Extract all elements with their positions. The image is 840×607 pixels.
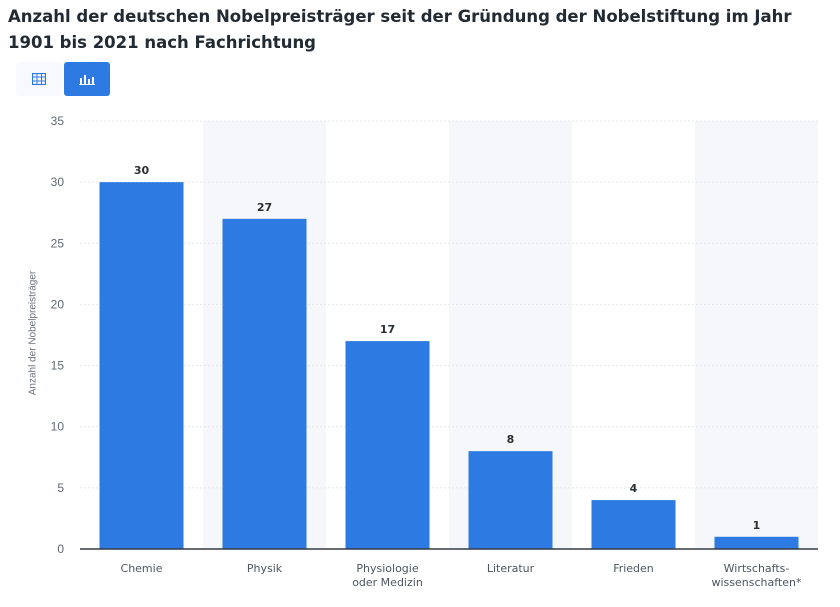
x-tick-label: Physik bbox=[247, 562, 283, 575]
data-label: 8 bbox=[507, 433, 515, 446]
y-tick-label: 10 bbox=[51, 420, 65, 434]
bar[interactable] bbox=[345, 341, 430, 549]
x-tick-label: Literatur bbox=[487, 562, 535, 575]
chart-view-button[interactable] bbox=[64, 62, 110, 96]
bar[interactable] bbox=[714, 536, 799, 549]
data-label: 27 bbox=[257, 201, 272, 214]
y-tick-label: 5 bbox=[57, 481, 64, 495]
data-label: 30 bbox=[134, 164, 150, 177]
y-tick-label: 15 bbox=[51, 359, 65, 373]
bar[interactable] bbox=[99, 182, 184, 549]
value-labels: 30 27 17 8 4 1 bbox=[134, 164, 760, 532]
bars bbox=[99, 182, 799, 550]
x-tick-label: Chemie bbox=[121, 562, 163, 575]
y-tick-label: 25 bbox=[51, 236, 65, 250]
y-tick-label: 0 bbox=[57, 542, 64, 556]
chart-title: Anzahl der deutschen Nobelpreisträger se… bbox=[8, 7, 792, 52]
x-tick-label: Wirtschafts-wissenschaften* bbox=[712, 562, 802, 589]
bar[interactable] bbox=[222, 218, 307, 550]
category-labels: Chemie Physik Physiologie oder Medizin Liter… bbox=[121, 562, 802, 589]
table-view-button[interactable] bbox=[16, 62, 62, 96]
data-label: 4 bbox=[630, 482, 638, 495]
data-label: 17 bbox=[380, 323, 395, 336]
x-tick-label: Physiologie oder Medizin bbox=[352, 562, 423, 589]
bar[interactable] bbox=[468, 451, 553, 549]
y-tick-label: 30 bbox=[51, 175, 65, 189]
x-tick-label: Frieden bbox=[613, 562, 654, 575]
bar-chart-icon bbox=[79, 75, 95, 85]
table-icon bbox=[32, 73, 46, 85]
gridlines bbox=[80, 120, 818, 489]
bar[interactable] bbox=[591, 500, 676, 549]
y-tick-label: 35 bbox=[51, 114, 65, 128]
data-label: 1 bbox=[753, 519, 761, 532]
y-axis-ticks: 0 5 10 15 20 25 30 35 bbox=[51, 114, 65, 556]
y-tick-label: 20 bbox=[51, 297, 65, 311]
column-band bbox=[695, 121, 818, 549]
